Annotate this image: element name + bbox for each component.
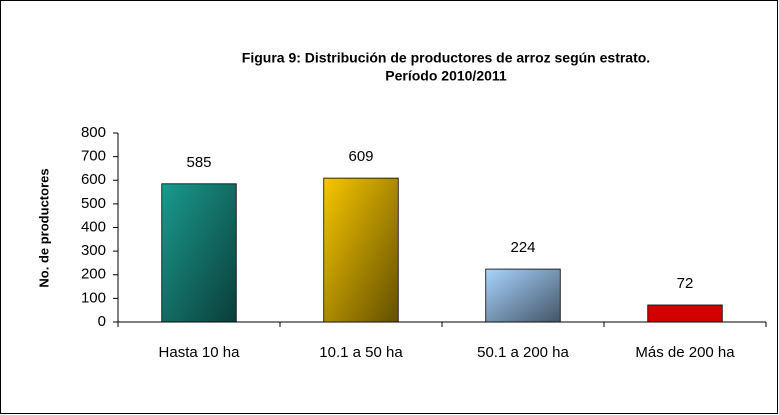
value-label: 609 bbox=[348, 148, 373, 165]
y-tick-label: 100 bbox=[81, 289, 106, 306]
y-tick-label: 400 bbox=[81, 218, 106, 235]
x-tick-label: Más de 200 ha bbox=[635, 344, 735, 361]
x-tick-label: Hasta 10 ha bbox=[159, 344, 241, 361]
chart-title: Figura 9: Distribución de productores de… bbox=[242, 50, 650, 66]
x-tick-label: 50.1 a 200 ha bbox=[477, 344, 569, 361]
value-label: 224 bbox=[510, 239, 535, 256]
y-tick-label: 300 bbox=[81, 242, 106, 259]
value-label: 585 bbox=[186, 154, 211, 171]
x-tick-label: 10.1 a 50 ha bbox=[319, 344, 403, 361]
y-tick-label: 200 bbox=[81, 266, 106, 283]
y-tick-label: 600 bbox=[81, 171, 106, 188]
bar-shade bbox=[485, 269, 561, 322]
bar-shade bbox=[161, 183, 237, 322]
value-label: 72 bbox=[677, 275, 694, 292]
y-axis-label: No. de productores bbox=[36, 168, 51, 287]
y-tick-label: 700 bbox=[81, 148, 106, 165]
bar bbox=[647, 304, 723, 323]
y-tick-label: 800 bbox=[81, 124, 106, 141]
bar-shade bbox=[323, 178, 399, 322]
chart-title: Período 2010/2011 bbox=[385, 68, 507, 84]
y-tick-label: 0 bbox=[98, 313, 106, 330]
y-tick-label: 500 bbox=[81, 195, 106, 212]
